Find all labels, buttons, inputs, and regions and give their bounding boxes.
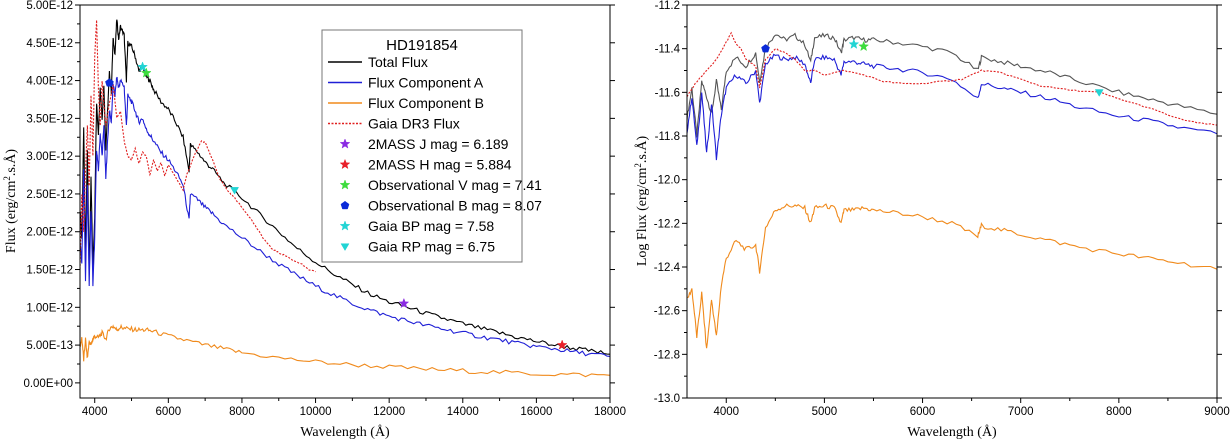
right-series-total-flux xyxy=(687,32,1217,138)
legend-swatch-observational-b-mag-8-07 xyxy=(340,200,350,210)
left-ytick-label: 2.00E-12 xyxy=(26,227,73,239)
legend-swatch-gaia-bp-mag-7-58 xyxy=(339,220,351,231)
legend-label-flux-component-b: Flux Component B xyxy=(368,95,484,111)
left-x-axis-title: Wavelength (Å) xyxy=(300,424,390,440)
left-marker-2mass-h-mag-5-884 xyxy=(556,339,568,350)
right-chart-panel: 4000 5000 6000 7000 8000 9000 -13.0 -12.8 -12.6… xyxy=(633,0,1230,440)
right-y-ticks: -13.0 -12.8 -12.6 -12.4 -12.2 -12.0 -11.8 -11.6… xyxy=(654,0,1222,405)
right-ytick-label: -11.4 xyxy=(655,44,681,56)
legend-title: HD191854 xyxy=(386,37,458,54)
left-series-flux-component-a xyxy=(80,76,610,357)
right-series-flux-component-b xyxy=(687,203,1217,349)
legend-swatch-2mass-j-mag-6-189 xyxy=(339,138,351,149)
left-marker-gaia-bp-mag-7-58 xyxy=(137,61,148,72)
left-ytick-label: 3.00E-12 xyxy=(26,151,73,163)
right-marker-observational-b-mag-8-07 xyxy=(761,44,770,53)
left-xtick-label: 16000 xyxy=(520,406,552,418)
left-series-flux-component-b xyxy=(80,323,610,378)
legend-box xyxy=(321,29,523,263)
right-marker-gaia-rp-mag-6-75 xyxy=(1094,89,1104,97)
right-marker-observational-v-mag-7-41 xyxy=(858,40,870,52)
legend-label-observational-v-mag-7-41: Observational V mag = 7.41 xyxy=(368,177,542,193)
legend-label-observational-b-mag-8-07: Observational B mag = 8.07 xyxy=(368,198,542,214)
right-x-axis-title: Wavelength (Å) xyxy=(907,424,997,440)
right-marker-gaia-bp-mag-7-58 xyxy=(848,38,860,49)
right-ytick-label: -12.4 xyxy=(654,262,681,274)
left-chart-panel: 4000 6000 8000 10000 12000 14000 16000 18000 0.… xyxy=(2,0,626,440)
left-xtick-label: 10000 xyxy=(300,406,332,418)
right-xtick-label: 5000 xyxy=(812,406,838,418)
left-ytick-label: 1.00E-12 xyxy=(26,302,73,314)
left-ytick-label: 2.50E-12 xyxy=(26,189,73,201)
right-ytick-label: -12.8 xyxy=(654,349,680,361)
left-xtick-label: 18000 xyxy=(594,406,626,418)
right-ytick-label: -11.6 xyxy=(655,87,680,99)
right-xtick-label: 4000 xyxy=(713,406,739,418)
legend-label-gaia-dr3-flux: Gaia DR3 Flux xyxy=(368,116,460,132)
left-ytick-label: 4.50E-12 xyxy=(26,38,73,50)
right-series-flux-component-a xyxy=(687,53,1217,161)
left-marker-gaia-rp-mag-6-75 xyxy=(230,187,240,195)
right-series-gaia-dr3-flux xyxy=(687,31,1217,126)
left-ytick-label: 4.00E-12 xyxy=(26,76,73,88)
right-xtick-label: 7000 xyxy=(1008,406,1034,418)
right-ytick-label: -12.6 xyxy=(654,306,680,318)
left-ytick-label: 1.50E-12 xyxy=(26,265,73,277)
right-xtick-label: 6000 xyxy=(910,406,936,418)
left-plot-frame xyxy=(79,4,611,399)
right-y-axis-title: Log Flux (erg/cm2.s.Å) xyxy=(633,136,650,267)
left-marker-2mass-j-mag-6-189 xyxy=(398,297,410,309)
left-xtick-label: 14000 xyxy=(447,406,479,418)
right-ytick-label: -11.8 xyxy=(655,131,680,143)
right-xtick-label: 9000 xyxy=(1204,406,1230,418)
left-marker-observational-b-mag-8-07 xyxy=(105,78,114,87)
left-series-gaia-dr3-flux xyxy=(80,20,316,273)
left-y-axis-title: Flux (erg/cm2.s.Å) xyxy=(2,149,19,254)
left-xtick-label: 8000 xyxy=(229,406,255,418)
left-xtick-label: 12000 xyxy=(373,406,405,418)
right-ytick-label: -11.2 xyxy=(655,0,680,12)
legend-label-2mass-j-mag-6-189: 2MASS J mag = 6.189 xyxy=(368,136,509,152)
right-markers-group xyxy=(761,38,1104,97)
left-markers-group xyxy=(105,61,568,350)
legend-label-gaia-rp-mag-6-75: Gaia RP mag = 6.75 xyxy=(368,239,495,255)
right-xtick-label: 8000 xyxy=(1106,406,1132,418)
legend-swatch-2mass-h-mag-5-884 xyxy=(339,158,351,170)
left-xtick-label: 6000 xyxy=(156,406,182,418)
left-y-ticks: 0.00E+00 5.00E-13 1.00E-12 1.50E-12 2.00E-12… xyxy=(23,0,615,390)
right-ytick-label: -12.2 xyxy=(654,218,680,230)
left-marker-observational-v-mag-7-41 xyxy=(140,67,152,78)
legend-swatch-observational-v-mag-7-41 xyxy=(339,179,351,190)
right-series-group xyxy=(687,31,1217,349)
left-x-ticks: 4000 6000 8000 10000 12000 14000 16000 18000 xyxy=(82,398,626,418)
left-series-group xyxy=(80,19,610,378)
chart-legend: HD191854 Total Flux Flux Component A Flux … xyxy=(321,29,542,263)
legend-label-flux-component-a: Flux Component A xyxy=(368,75,484,91)
left-xtick-label: 4000 xyxy=(82,406,108,418)
left-ytick-label: 5.00E-12 xyxy=(26,0,73,12)
left-ytick-label: 3.50E-12 xyxy=(26,113,73,125)
legend-label-total-flux: Total Flux xyxy=(368,54,428,70)
right-ytick-label: -13.0 xyxy=(654,393,680,405)
left-ytick-label: 0.00E+00 xyxy=(23,378,73,390)
legend-swatch-gaia-rp-mag-6-75 xyxy=(340,243,350,251)
legend-entries: Total Flux Flux Component A Flux Component… xyxy=(328,54,542,255)
legend-label-gaia-bp-mag-7-58: Gaia BP mag = 7.58 xyxy=(368,218,494,234)
right-x-ticks: 4000 5000 6000 7000 8000 9000 xyxy=(713,398,1230,418)
right-ytick-label: -12.0 xyxy=(654,175,680,187)
legend-label-2mass-h-mag-5-884: 2MASS H mag = 5.884 xyxy=(368,157,512,173)
left-ytick-label: 5.00E-13 xyxy=(26,340,73,352)
